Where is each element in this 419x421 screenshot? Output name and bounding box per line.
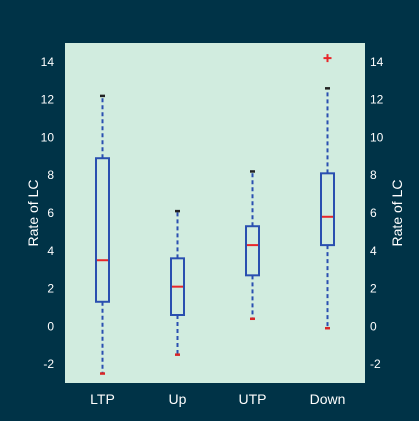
x-category-label: LTP bbox=[90, 391, 115, 407]
x-category-label: UTP bbox=[239, 391, 267, 407]
y-tick-label-right: 14 bbox=[370, 55, 384, 69]
box-iqr bbox=[170, 257, 185, 317]
y-tick-label-left: 8 bbox=[47, 168, 54, 182]
box-iqr bbox=[320, 172, 335, 247]
box-ltp bbox=[95, 94, 110, 375]
box-up bbox=[170, 209, 185, 356]
right-axis-ticks: -2 0 2 4 6 8 10 12 14 bbox=[370, 55, 384, 371]
left-axis-ticks: -2 0 2 4 6 8 10 12 14 bbox=[41, 55, 55, 371]
boxes-group bbox=[95, 54, 335, 375]
y-tick-label-right: 4 bbox=[370, 244, 377, 258]
y-tick-label-left: 14 bbox=[41, 55, 55, 69]
y-tick-label-left: 4 bbox=[47, 244, 54, 258]
x-category-label: Up bbox=[169, 391, 187, 407]
y-tick-label-right: -2 bbox=[370, 357, 381, 371]
y-tick-label-left: 12 bbox=[41, 93, 55, 107]
x-category-label: Down bbox=[310, 391, 346, 407]
right-axis-title: Rate of LC bbox=[389, 180, 405, 247]
y-tick-label-left: 6 bbox=[47, 206, 54, 220]
plot-area bbox=[65, 43, 365, 383]
outlier-marker bbox=[323, 54, 332, 63]
y-tick-label-left: 0 bbox=[47, 319, 54, 333]
left-axis-title: Rate of LC bbox=[25, 180, 41, 247]
y-tick-label-right: 0 bbox=[370, 319, 377, 333]
y-tick-label-left: -2 bbox=[43, 357, 54, 371]
y-tick-label-right: 12 bbox=[370, 93, 384, 107]
y-tick-label-left: 10 bbox=[41, 130, 55, 144]
box-utp bbox=[245, 170, 260, 321]
y-tick-label-right: 10 bbox=[370, 130, 384, 144]
y-tick-label-right: 2 bbox=[370, 282, 377, 296]
y-tick-label-right: 6 bbox=[370, 206, 377, 220]
y-tick-label-right: 8 bbox=[370, 168, 377, 182]
y-tick-label-left: 2 bbox=[47, 282, 54, 296]
category-labels: LTP Up UTP Down bbox=[90, 391, 345, 407]
box-iqr bbox=[95, 157, 110, 303]
box-down bbox=[320, 54, 335, 330]
box-iqr bbox=[245, 225, 260, 277]
